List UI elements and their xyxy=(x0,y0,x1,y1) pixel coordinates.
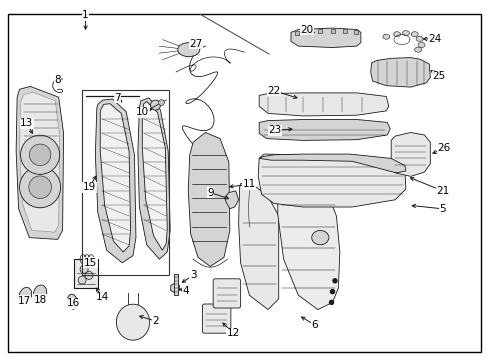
Text: 3: 3 xyxy=(189,270,196,280)
Bar xyxy=(174,274,178,295)
Ellipse shape xyxy=(402,31,408,36)
Text: 23: 23 xyxy=(267,125,281,135)
Ellipse shape xyxy=(178,43,199,57)
Bar xyxy=(330,28,334,33)
Polygon shape xyxy=(188,132,229,266)
Text: 20: 20 xyxy=(300,24,313,35)
Polygon shape xyxy=(138,98,170,259)
Polygon shape xyxy=(100,104,130,252)
Text: 17: 17 xyxy=(18,296,31,306)
Circle shape xyxy=(329,300,333,305)
Text: 16: 16 xyxy=(66,298,80,308)
Text: 9: 9 xyxy=(206,188,213,198)
Ellipse shape xyxy=(414,47,421,52)
Circle shape xyxy=(150,100,160,110)
Text: 18: 18 xyxy=(33,294,47,305)
Polygon shape xyxy=(259,154,405,173)
Ellipse shape xyxy=(116,304,149,340)
Polygon shape xyxy=(95,99,136,263)
Text: 25: 25 xyxy=(431,71,445,81)
Circle shape xyxy=(29,144,51,166)
Ellipse shape xyxy=(33,285,47,302)
Circle shape xyxy=(85,271,93,279)
Text: 1: 1 xyxy=(82,10,89,20)
Polygon shape xyxy=(370,58,429,87)
Bar xyxy=(295,31,299,35)
Text: 5: 5 xyxy=(438,204,445,214)
Ellipse shape xyxy=(415,36,422,41)
Polygon shape xyxy=(16,86,63,239)
Polygon shape xyxy=(224,191,238,209)
Circle shape xyxy=(20,135,60,174)
Text: 8: 8 xyxy=(54,75,61,85)
Text: 13: 13 xyxy=(20,118,34,128)
Ellipse shape xyxy=(19,287,32,303)
Polygon shape xyxy=(238,182,278,310)
Circle shape xyxy=(20,167,61,208)
Ellipse shape xyxy=(311,230,328,245)
Text: 24: 24 xyxy=(427,34,441,44)
Text: 15: 15 xyxy=(83,258,97,268)
Bar xyxy=(353,30,357,35)
Polygon shape xyxy=(259,120,389,140)
Text: 19: 19 xyxy=(82,182,96,192)
Ellipse shape xyxy=(382,34,389,39)
Text: 6: 6 xyxy=(310,320,317,330)
Text: 4: 4 xyxy=(182,286,189,296)
Text: 7: 7 xyxy=(114,93,121,103)
Text: 14: 14 xyxy=(96,292,109,302)
Ellipse shape xyxy=(67,294,77,309)
Text: 12: 12 xyxy=(226,328,240,338)
Text: 21: 21 xyxy=(435,186,448,196)
FancyBboxPatch shape xyxy=(213,279,240,308)
Circle shape xyxy=(158,100,164,105)
Ellipse shape xyxy=(393,32,400,37)
Polygon shape xyxy=(290,28,360,48)
Bar xyxy=(74,259,98,288)
Bar xyxy=(81,90,168,275)
Polygon shape xyxy=(258,154,405,207)
Text: 27: 27 xyxy=(188,39,202,49)
Text: 11: 11 xyxy=(242,179,256,189)
FancyBboxPatch shape xyxy=(202,304,230,333)
Polygon shape xyxy=(259,93,388,116)
Ellipse shape xyxy=(417,42,424,48)
Text: 2: 2 xyxy=(152,316,159,326)
Ellipse shape xyxy=(410,32,417,37)
Polygon shape xyxy=(390,132,429,176)
Text: 26: 26 xyxy=(436,143,450,153)
Circle shape xyxy=(332,279,336,283)
Circle shape xyxy=(78,276,86,284)
Polygon shape xyxy=(142,102,167,250)
Polygon shape xyxy=(20,92,60,232)
Bar xyxy=(342,29,346,33)
Bar xyxy=(318,29,322,33)
Bar xyxy=(305,30,309,34)
Circle shape xyxy=(29,176,51,198)
Circle shape xyxy=(330,289,334,294)
Text: 22: 22 xyxy=(266,86,280,96)
Circle shape xyxy=(80,265,88,273)
Polygon shape xyxy=(277,169,339,310)
Text: 10: 10 xyxy=(136,107,149,117)
